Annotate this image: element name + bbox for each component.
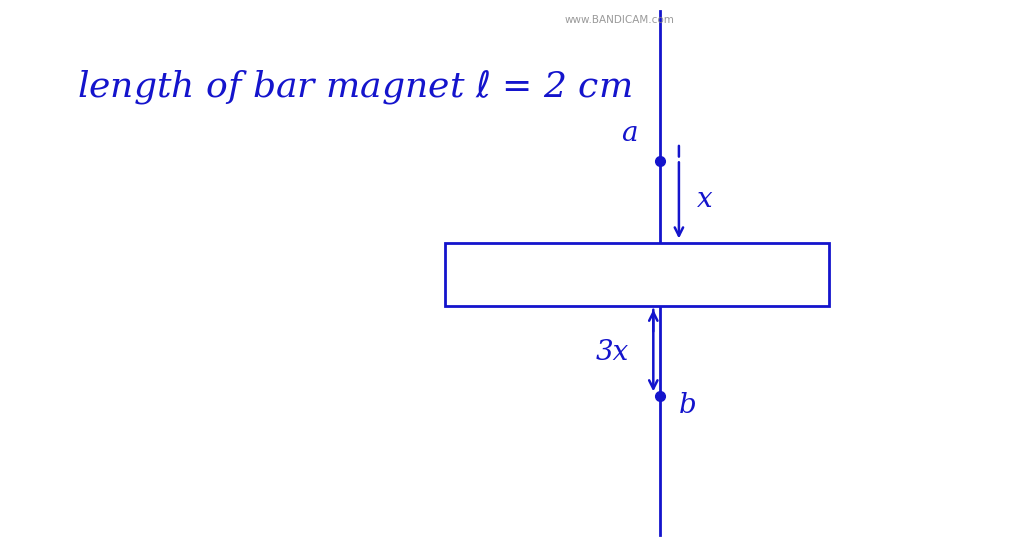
Bar xyxy=(445,243,829,306)
Text: a: a xyxy=(622,120,638,147)
Text: www.BANDICAM.com: www.BANDICAM.com xyxy=(564,15,675,25)
Text: x: x xyxy=(696,186,713,213)
Text: length of bar magnet $\ell$ = 2 cm: length of bar magnet $\ell$ = 2 cm xyxy=(77,68,632,106)
Text: 3x: 3x xyxy=(596,339,629,366)
Text: b: b xyxy=(679,391,697,419)
